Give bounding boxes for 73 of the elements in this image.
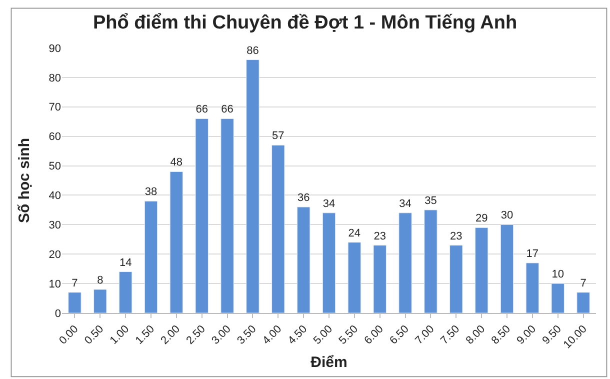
data-label: 8 [97, 274, 104, 286]
x-tick-label: 4.00 [260, 323, 284, 347]
bar [170, 171, 184, 313]
data-label: 23 [450, 230, 462, 242]
x-tick-label: 0.50 [82, 323, 106, 347]
x-tick-label: 3.00 [210, 323, 234, 347]
y-tick-label: 70 [48, 102, 61, 114]
x-tick-label: 7.50 [438, 323, 462, 347]
y-tick-label: 90 [48, 42, 61, 55]
data-label: 38 [144, 186, 158, 198]
x-tick-label: 9.00 [514, 323, 538, 347]
bar [195, 118, 208, 313]
bar [94, 289, 107, 313]
x-tick-label: 6.50 [388, 323, 412, 347]
y-tick-label: 30 [48, 220, 61, 232]
x-tick-label: 3.50 [235, 323, 259, 347]
bar [220, 118, 234, 313]
data-label: 48 [170, 156, 183, 169]
data-label: 30 [500, 210, 514, 222]
data-label: 7 [72, 277, 78, 290]
data-label: 34 [399, 198, 412, 210]
data-label: 34 [322, 198, 336, 210]
x-tick-label: 8.00 [464, 323, 488, 347]
bar [526, 262, 540, 313]
data-label: 35 [424, 194, 437, 207]
y-tick-label: 80 [48, 72, 61, 84]
y-tick-label: 0 [54, 308, 61, 320]
x-tick-label: 5.50 [336, 323, 360, 347]
data-label: 66 [221, 104, 234, 116]
x-tick-label: 0.00 [57, 323, 81, 347]
bar [551, 283, 564, 313]
bar [296, 206, 310, 313]
bar [576, 292, 590, 313]
data-label: 86 [246, 44, 259, 57]
data-label: 57 [272, 130, 284, 142]
bar [272, 144, 285, 313]
bar [450, 245, 463, 313]
y-tick-label: 60 [48, 131, 61, 144]
bar [322, 212, 336, 313]
bar [348, 242, 362, 313]
x-tick-label: 7.00 [413, 323, 437, 347]
data-label: 7 [580, 277, 586, 290]
x-tick-label: 5.00 [311, 323, 336, 347]
bar [398, 212, 412, 313]
y-tick-label: 40 [48, 190, 61, 202]
chart-title: Phổ điểm thi Chuyên đề Đợt 1 - Môn Tiếng Anh [92, 12, 518, 34]
y-axis-title: Số học sinh [16, 138, 33, 224]
data-label: 29 [475, 212, 488, 225]
data-label: 14 [119, 256, 132, 269]
x-axis-title: Điểm [310, 354, 348, 372]
x-tick-label: 6.00 [362, 323, 386, 347]
data-label: 10 [552, 268, 564, 281]
bar [474, 227, 488, 313]
data-label: 17 [526, 248, 539, 260]
y-tick-label: 20 [48, 248, 61, 261]
x-tick-label: 4.50 [286, 323, 310, 347]
data-label: 23 [374, 230, 386, 242]
bar [118, 272, 132, 313]
data-label: 66 [196, 104, 208, 116]
x-tick-label: 1.50 [133, 323, 158, 347]
bar [373, 245, 386, 313]
x-tick-label: 1.00 [108, 323, 132, 347]
data-label: 36 [297, 192, 310, 204]
x-tick-label: 9.50 [540, 323, 564, 347]
data-label: 24 [348, 227, 361, 240]
bar [68, 292, 82, 313]
bar [500, 224, 514, 313]
bar [246, 60, 260, 313]
y-tick-label: 50 [48, 160, 61, 173]
x-tick-label: 8.50 [489, 323, 514, 347]
bar [144, 200, 158, 313]
y-tick-label: 10 [48, 278, 61, 290]
bar [424, 210, 438, 313]
